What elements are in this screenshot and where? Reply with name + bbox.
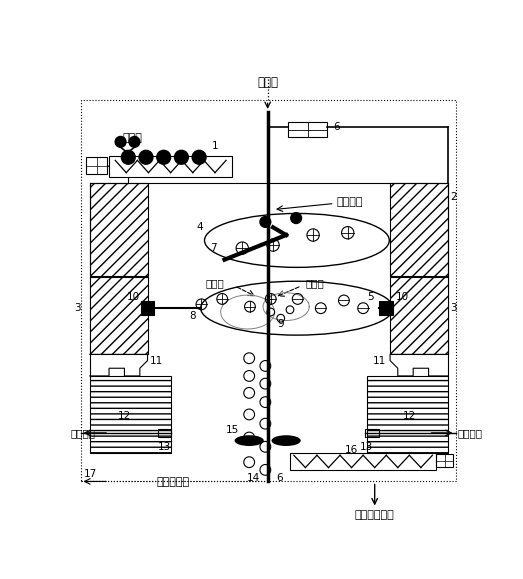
Bar (81, 100, 456, 481)
Text: 气体产品: 气体产品 (71, 428, 96, 438)
Text: 10: 10 (395, 292, 408, 302)
Bar (436, 455, 453, 467)
Ellipse shape (234, 435, 264, 446)
Text: 9: 9 (277, 318, 284, 328)
Text: 12: 12 (403, 411, 416, 421)
Bar (90, 376, 170, 453)
Text: 12: 12 (118, 411, 131, 421)
Circle shape (260, 217, 271, 228)
Text: 水蒸气: 水蒸气 (305, 278, 324, 288)
Text: 16: 16 (345, 445, 358, 455)
Bar (109, 156, 232, 177)
Text: 2: 2 (450, 192, 457, 201)
Bar (86, 157, 108, 174)
Bar (390, 184, 448, 276)
Bar (390, 277, 448, 354)
Text: 3: 3 (74, 303, 81, 313)
Bar (366, 429, 379, 437)
Text: 13: 13 (360, 442, 373, 452)
Text: 5: 5 (367, 292, 373, 302)
Bar (141, 301, 154, 315)
Text: 11: 11 (373, 356, 386, 365)
Bar (367, 376, 448, 453)
Bar (157, 429, 172, 437)
Text: 生物焦和灰分: 生物焦和灰分 (355, 510, 394, 520)
Text: 13: 13 (157, 442, 171, 452)
Text: 旋转方向: 旋转方向 (336, 197, 362, 207)
Ellipse shape (204, 214, 389, 267)
Text: 水蒸气: 水蒸气 (257, 76, 278, 89)
Circle shape (139, 151, 153, 164)
Ellipse shape (271, 435, 301, 446)
Text: 4: 4 (196, 222, 203, 232)
Text: 气体产品: 气体产品 (457, 428, 482, 438)
Circle shape (157, 151, 170, 164)
Circle shape (115, 137, 126, 147)
Text: 11: 11 (150, 356, 163, 365)
Text: 17: 17 (84, 469, 97, 479)
Text: 水蒸气: 水蒸气 (205, 278, 224, 288)
Bar (90, 184, 147, 276)
Circle shape (121, 151, 135, 164)
Text: 6: 6 (333, 122, 340, 132)
Circle shape (129, 137, 140, 147)
Bar (290, 453, 436, 470)
Bar (90, 277, 147, 354)
Circle shape (175, 151, 188, 164)
Text: 8: 8 (189, 311, 196, 321)
Text: 水蒸气回用: 水蒸气回用 (156, 477, 189, 487)
Ellipse shape (201, 281, 393, 335)
Text: 生物质: 生物质 (122, 133, 142, 144)
Text: 1: 1 (211, 141, 218, 152)
Text: 14: 14 (247, 472, 260, 482)
Text: 15: 15 (225, 425, 239, 435)
Text: 6: 6 (276, 472, 283, 482)
Circle shape (291, 212, 302, 223)
Text: 10: 10 (127, 292, 140, 302)
Bar (379, 301, 393, 315)
Text: 7: 7 (210, 243, 217, 253)
Bar (289, 122, 327, 137)
Circle shape (192, 151, 206, 164)
Text: 3: 3 (450, 303, 457, 313)
